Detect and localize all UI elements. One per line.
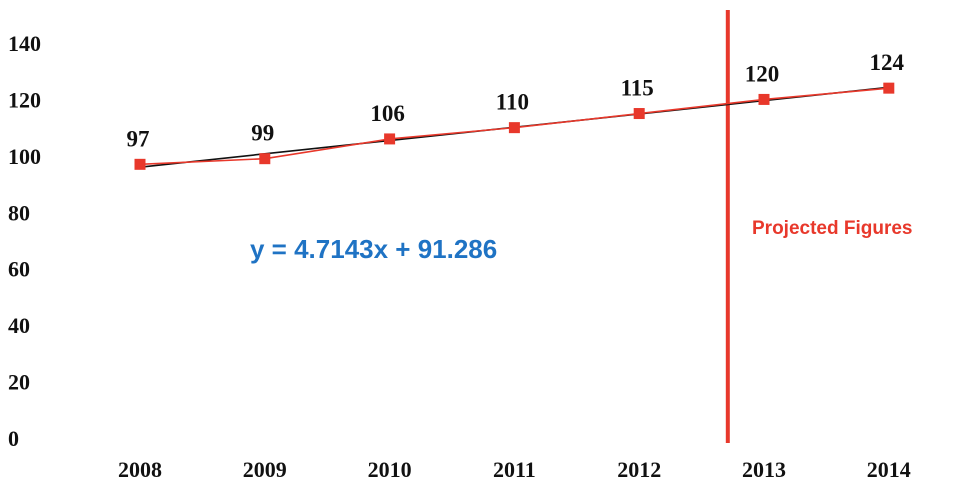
x-tick-label: 2011 [493, 457, 536, 481]
data-point-marker [633, 108, 645, 120]
data-label: 120 [745, 61, 780, 86]
data-label: 124 [870, 50, 905, 75]
y-tick-label: 140 [8, 31, 41, 56]
data-point-marker [883, 82, 895, 94]
data-point-marker [259, 153, 271, 165]
y-tick-label: 0 [8, 426, 19, 451]
y-axis-tick-labels: 0 20 40 60 80 100 120 140 [8, 31, 41, 451]
data-point-marker [508, 122, 520, 134]
x-tick-label: 2010 [368, 457, 412, 481]
y-tick-label: 120 [8, 87, 41, 112]
data-label: 106 [370, 101, 405, 126]
series-markers [134, 82, 895, 170]
y-tick-label: 60 [8, 257, 30, 282]
y-tick-label: 80 [8, 200, 30, 225]
data-label: 115 [621, 76, 654, 101]
trendline-equation: y = 4.7143x + 91.286 [250, 234, 497, 264]
data-label: 110 [496, 90, 529, 115]
data-point-marker [384, 133, 396, 145]
data-label: 97 [127, 126, 150, 151]
y-tick-label: 40 [8, 313, 30, 338]
projected-figures-label: Projected Figures [752, 218, 913, 239]
x-tick-label: 2008 [118, 457, 162, 481]
data-label: 99 [251, 121, 274, 146]
x-tick-label: 2014 [867, 457, 911, 481]
x-tick-label: 2009 [243, 457, 287, 481]
y-tick-label: 100 [8, 144, 41, 169]
y-tick-label: 20 [8, 370, 30, 395]
x-axis-tick-labels: 2008 2009 2010 2011 2012 2013 2014 [118, 457, 911, 481]
data-labels: 97 99 106 110 115 120 124 [127, 50, 905, 151]
data-point-marker [134, 158, 146, 170]
data-point-marker [758, 93, 770, 105]
x-tick-label: 2013 [742, 457, 786, 481]
x-tick-label: 2012 [617, 457, 661, 481]
